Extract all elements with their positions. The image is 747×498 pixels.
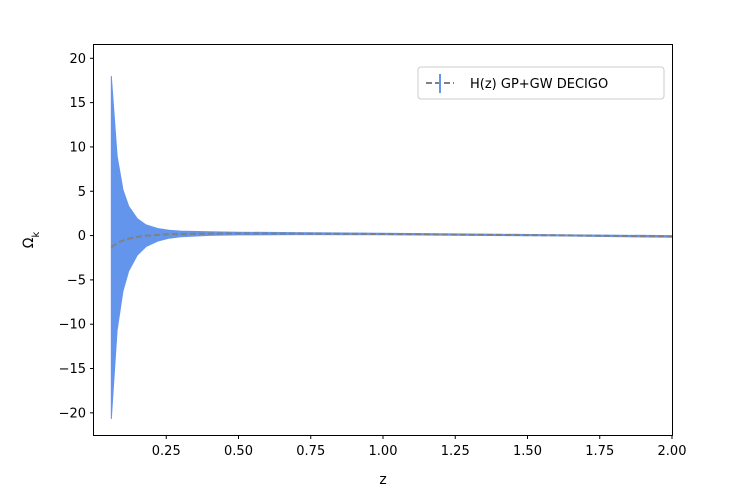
x-axis: 0.25 0.50 0.75 1.00 1.25 1.50 1.75 2.00 xyxy=(152,435,687,459)
x-tick-label: 2.00 xyxy=(658,444,687,459)
series-line-0 xyxy=(110,232,673,248)
y-tick-label: 20 xyxy=(69,52,86,67)
y-tick-label: 0 xyxy=(78,229,86,244)
uncertainty-band-0 xyxy=(110,75,673,420)
x-tick-label: 1.25 xyxy=(441,444,470,459)
x-tick-label: 1.50 xyxy=(513,444,542,459)
legend-label: H(z) GP+GW DECIGO xyxy=(470,77,608,92)
x-tick-label: 0.50 xyxy=(224,444,253,459)
y-tick-label: −15 xyxy=(59,362,86,377)
y-tick-label: −20 xyxy=(59,406,86,421)
y-axis-label: Ωk xyxy=(21,232,42,249)
legend-box xyxy=(417,66,665,100)
y-axis: −20 −15 −10 −5 0 5 10 15 20 xyxy=(59,52,94,421)
plot-area xyxy=(110,75,673,420)
y-tick-label: −5 xyxy=(67,273,86,288)
x-tick-label: 0.25 xyxy=(152,444,181,459)
x-tick-label: 1.00 xyxy=(369,444,398,459)
y-tick-label: 5 xyxy=(78,185,86,200)
y-tick-label: 10 xyxy=(69,140,86,155)
x-tick-label: 1.75 xyxy=(585,444,614,459)
axes-frame xyxy=(93,44,673,436)
legend: H(z) GP+GW DECIGO xyxy=(417,66,665,100)
y-tick-label: −10 xyxy=(59,318,86,333)
x-axis-label: z xyxy=(379,472,386,488)
y-tick-label: 15 xyxy=(69,96,86,111)
x-tick-label: 0.75 xyxy=(296,444,325,459)
